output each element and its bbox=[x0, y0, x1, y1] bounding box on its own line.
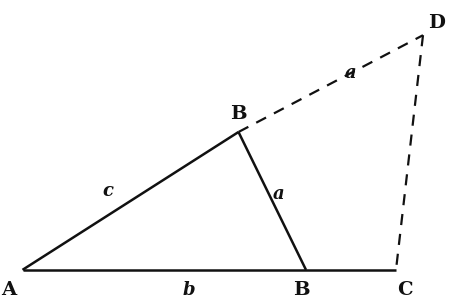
Text: B: B bbox=[230, 105, 247, 124]
Text: a: a bbox=[273, 184, 285, 203]
Text: A: A bbox=[1, 282, 17, 299]
Text: c: c bbox=[103, 182, 113, 200]
Text: C: C bbox=[397, 282, 413, 299]
Text: b: b bbox=[183, 282, 195, 299]
Text: a: a bbox=[345, 64, 357, 82]
Text: D: D bbox=[428, 14, 445, 32]
Text: B: B bbox=[293, 282, 310, 299]
